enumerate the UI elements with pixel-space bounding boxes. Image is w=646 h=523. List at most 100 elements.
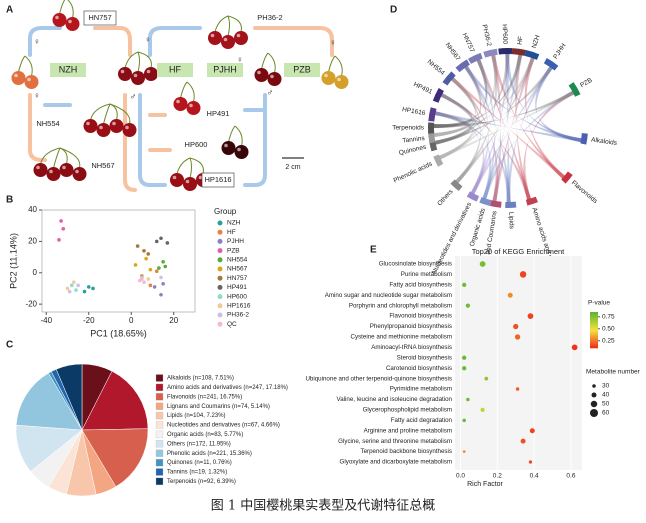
cherry <box>234 31 248 45</box>
legend-marker <box>217 312 223 318</box>
colorbar-cell <box>590 334 598 337</box>
x-tick-label: 0.0 <box>456 473 465 480</box>
pathway-label: Valine, leucine and isoleucine degradati… <box>337 396 453 403</box>
chord-ribbon <box>470 64 554 196</box>
chord-ribbon <box>432 76 476 138</box>
pathway-label: Fatty acid biosynthesis <box>389 281 452 288</box>
cherry <box>267 72 282 86</box>
size-legend-label: 60 <box>602 410 610 417</box>
pathway-label: Glucosinolate biosynthesis <box>379 261 452 268</box>
x-tick-label: 0.4 <box>530 473 539 480</box>
point <box>142 280 146 284</box>
stem <box>67 0 74 19</box>
plot-area <box>455 256 582 470</box>
point <box>154 269 159 274</box>
legend-label: HF <box>227 229 236 236</box>
chord-arc <box>466 191 480 202</box>
colorbar-cell <box>590 330 598 332</box>
chord-ribbon <box>433 110 471 146</box>
sex-symbol: ♀ <box>34 36 41 46</box>
chord-ribbon <box>482 52 523 201</box>
label-box <box>284 63 320 77</box>
stem <box>59 0 66 15</box>
point <box>86 285 91 289</box>
stem <box>40 147 61 165</box>
chord-arc <box>543 58 559 71</box>
cherry <box>46 167 61 181</box>
stem <box>227 15 242 33</box>
chord-label: Alkaloids <box>591 136 618 147</box>
panel-letter: B <box>6 195 13 206</box>
legend-marker <box>217 248 223 254</box>
highlight <box>133 73 138 78</box>
cherry <box>65 17 80 31</box>
sex-symbol: ♀ <box>330 37 337 47</box>
highlight <box>270 74 274 79</box>
chord-ribbon <box>437 90 576 161</box>
cherry <box>144 67 158 81</box>
chord-label: PZB <box>579 77 593 89</box>
dot <box>529 428 535 434</box>
stem <box>18 55 26 73</box>
highlight <box>86 121 90 126</box>
chord-ribbon <box>524 55 567 180</box>
pie-slice <box>81 428 149 488</box>
legend-label: Others (n=172, 11.95%) <box>167 441 231 447</box>
point <box>159 292 163 297</box>
colorbar-cell <box>590 325 598 328</box>
size-legend-dot <box>592 384 596 388</box>
pathway-label: Terpenoid backbone biosynthesis <box>361 448 453 455</box>
pathway-label: Porphyrin and chlorophyll metabolism <box>349 302 452 309</box>
chord-arc <box>561 171 573 184</box>
cherry <box>24 75 39 89</box>
cherry <box>131 71 145 85</box>
cherry <box>33 163 48 177</box>
highlight <box>210 33 215 38</box>
cherry <box>59 163 74 177</box>
chord-ribbon <box>449 76 481 185</box>
chord-label: Tannins <box>402 135 426 145</box>
chord-ribbon <box>439 92 492 201</box>
colorbar-cell <box>590 327 598 329</box>
cherry <box>221 141 236 155</box>
genotype-label: PJHH <box>213 64 237 74</box>
pie-slice <box>15 372 83 431</box>
cherry <box>109 119 124 133</box>
point <box>72 280 76 284</box>
stem <box>234 125 243 147</box>
colorbar-cell <box>590 333 598 335</box>
highlight <box>257 70 261 75</box>
cherry <box>83 119 98 133</box>
chord-label: HF <box>516 36 524 46</box>
colorbar-cell <box>590 346 598 349</box>
chord-ribbon <box>449 76 567 180</box>
x-tick-label: -40 <box>40 316 52 325</box>
chart-title: Top20 of KEGG Enrichment <box>472 247 565 256</box>
point <box>161 281 165 286</box>
stem <box>137 51 140 73</box>
highlight <box>99 125 103 130</box>
point <box>159 236 163 241</box>
cherry <box>254 68 269 82</box>
size-legend-dot <box>591 392 597 398</box>
highlight <box>223 37 228 42</box>
chord-arc <box>511 48 526 56</box>
caption: 图 1 中国樱桃果实表型及代谢特征总概 <box>211 498 436 514</box>
legend-swatch <box>155 449 164 457</box>
y-tick-label: 20 <box>28 236 37 245</box>
chord-label: HP491 <box>412 81 433 96</box>
dot <box>507 292 513 298</box>
x-tick-label: 0.6 <box>566 473 575 480</box>
point <box>148 267 153 272</box>
genotype-label: NZH <box>59 64 78 74</box>
chord-arc <box>468 52 483 64</box>
chord-label: NH567 <box>444 42 462 63</box>
legend-swatch <box>155 477 164 486</box>
colorbar-cell <box>590 316 598 319</box>
sex-symbol: ♂ <box>130 91 137 101</box>
stem <box>189 157 204 175</box>
chord-label: Quinones <box>398 144 427 157</box>
pathway-label: Steroid biosynthesis <box>397 354 452 361</box>
legend-label: Terpenoids (n=92, 6.39%) <box>167 479 236 485</box>
legend-label: Organic acids (n=83, 5.77%) <box>167 432 243 438</box>
